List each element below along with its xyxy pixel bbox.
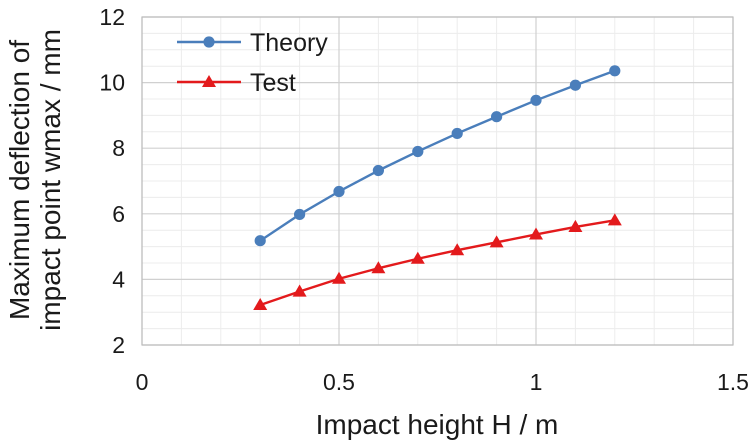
data-point-theory <box>569 79 582 91</box>
data-point-theory <box>491 111 503 123</box>
legend-label-theory: Theory <box>250 29 328 57</box>
y-tick-label: 6 <box>112 201 125 227</box>
data-point-test <box>489 235 504 248</box>
x-tick-label: 0.5 <box>323 369 355 395</box>
x-tick-label: 1 <box>530 369 543 395</box>
grid <box>141 16 734 346</box>
series-group <box>253 65 622 311</box>
data-point-test <box>529 227 543 240</box>
legend-item-test: Test <box>177 69 296 97</box>
legend-marker-test <box>202 75 216 88</box>
data-point-theory <box>530 94 542 106</box>
y-tick-label: 8 <box>112 135 125 161</box>
x-axis-label: Impact height H / m <box>316 409 559 440</box>
data-point-test <box>292 284 307 297</box>
x-tick-label: 0 <box>136 369 149 395</box>
series-test <box>253 213 622 311</box>
legend-marker-theory <box>203 36 215 48</box>
legend: Theory Test <box>177 29 328 97</box>
data-point-theory <box>294 208 306 221</box>
data-point-test <box>450 243 465 256</box>
data-point-test <box>253 297 268 311</box>
y-tick-label: 10 <box>99 70 125 96</box>
y-tick-label: 2 <box>112 332 125 358</box>
y-axis-ticks: 2 4 6 8 10 12 <box>99 4 125 358</box>
x-axis-ticks: 0 0.5 1 1.5 <box>136 369 749 395</box>
plot-border <box>141 16 734 346</box>
series-line-theory <box>259 69 616 242</box>
data-point-test <box>568 219 583 232</box>
data-point-theory <box>451 127 463 140</box>
y-axis-label-line-2: impact point wmax / mm <box>35 29 66 331</box>
x-tick-label: 1.5 <box>717 369 749 395</box>
plot-frame <box>141 16 734 346</box>
data-point-test <box>607 213 622 226</box>
y-axis-label-line-1: Maximum deflection of <box>4 40 35 320</box>
data-point-theory <box>254 235 266 247</box>
y-tick-label: 12 <box>99 4 125 30</box>
data-point-theory <box>333 185 345 198</box>
data-point-theory <box>412 145 424 158</box>
data-point-test <box>332 271 346 284</box>
y-tick-label: 4 <box>112 266 125 292</box>
data-point-test <box>410 251 425 264</box>
data-point-theory <box>609 65 621 77</box>
legend-label-test: Test <box>250 69 296 97</box>
series-line-test <box>259 219 615 307</box>
data-point-test <box>371 261 386 274</box>
series-theory <box>254 65 621 247</box>
legend-item-theory: Theory <box>177 29 328 57</box>
data-point-theory <box>372 164 384 177</box>
